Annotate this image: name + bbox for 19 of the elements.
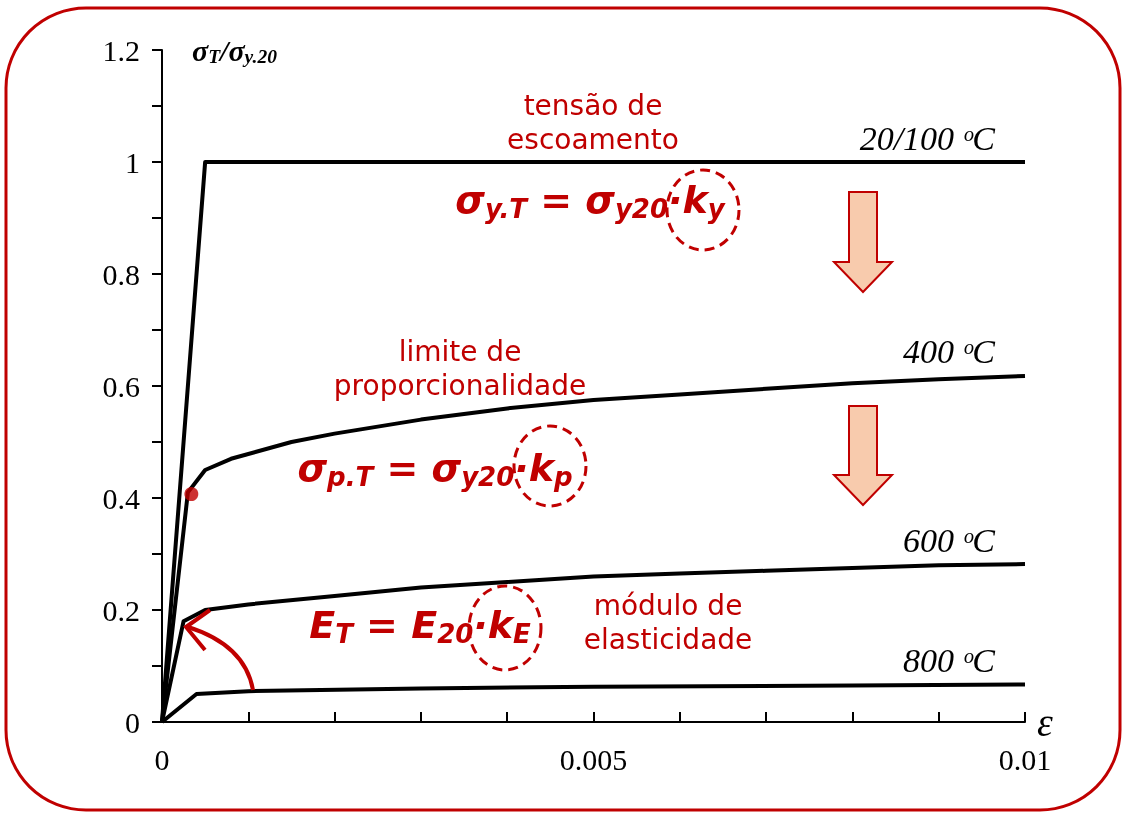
y-tick-label: 1: [125, 145, 140, 179]
x-tick-label: 0.01: [998, 742, 1052, 776]
y-tick-label: 0.8: [102, 257, 140, 291]
annotation: limite de proporcionalidade: [333, 334, 587, 402]
y-tick-label: 0.6: [102, 369, 140, 403]
annotation: tensão de escoamento: [507, 88, 679, 156]
y-tick-label: 0: [125, 705, 140, 739]
x-tick-label: 0.005: [559, 742, 628, 776]
series-label: 20/100 ᵒC: [859, 119, 996, 157]
x-tick-label: 0: [154, 742, 170, 776]
y-tick-label: 0.4: [102, 481, 140, 515]
y-tick-label: 1.2: [102, 33, 140, 67]
series-label: 800 ᵒC: [903, 641, 996, 679]
x-axis-title: ε: [1037, 699, 1053, 745]
y-axis-title: σT/σy.20: [192, 33, 278, 68]
annotation: módulo de elasticidade: [583, 588, 753, 656]
series-label: 600 ᵒC: [903, 521, 996, 559]
y-tick-label: 0.2: [102, 593, 140, 627]
series-label: 400 ᵒC: [903, 333, 996, 371]
